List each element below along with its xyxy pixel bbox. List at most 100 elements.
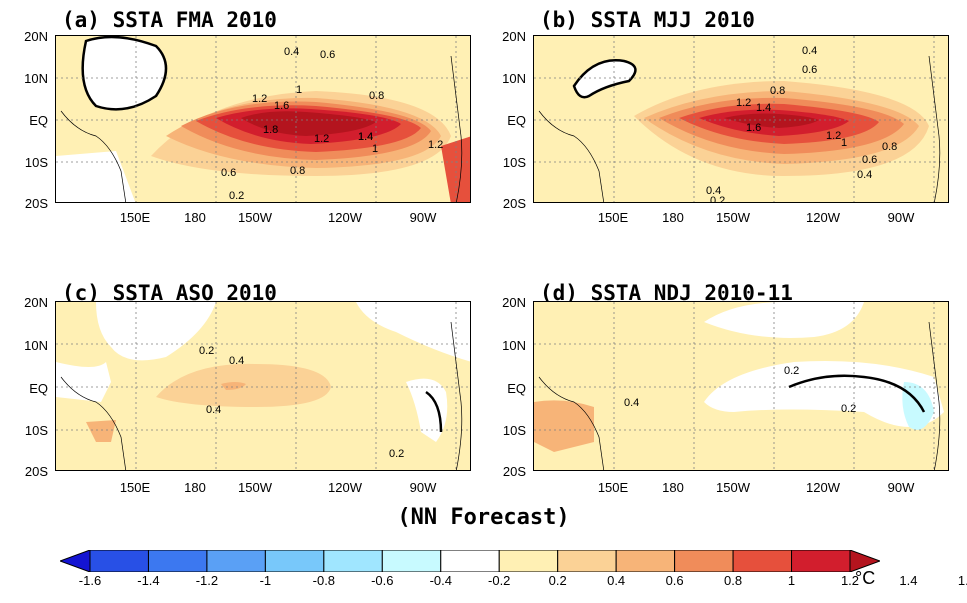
lat-label-d: 10N bbox=[502, 338, 526, 353]
contour-label: 0.6 bbox=[221, 167, 236, 179]
lat-label-c: 20N bbox=[24, 295, 48, 310]
forecast-caption: (NN Forecast) bbox=[397, 505, 570, 530]
contour-label: 1.2 bbox=[314, 133, 329, 145]
contour-label: 0.6 bbox=[320, 49, 335, 61]
lon-label-a: 180 bbox=[184, 210, 206, 225]
lon-label-d: 120W bbox=[806, 480, 840, 495]
contour-label: 0.2 bbox=[389, 448, 404, 460]
colorbar-svg bbox=[58, 549, 882, 573]
lon-label-b: 180 bbox=[662, 210, 684, 225]
colorbar-swatch bbox=[381, 549, 442, 573]
panel-title-a: (a) SSTA FMA 2010 bbox=[62, 8, 277, 32]
contour-label: 0.2 bbox=[784, 365, 799, 377]
colorbar-swatch bbox=[791, 549, 851, 573]
contour-label: 1.6 bbox=[274, 100, 289, 112]
map-panel-a: 0.4 0.6 1 0.8 1.2 1.4 1.6 1.8 1.2 1.4 1 … bbox=[55, 35, 471, 203]
contour-label: 0.2 bbox=[199, 345, 214, 357]
lon-label-c: 150W bbox=[238, 480, 272, 495]
colorbar-swatch bbox=[206, 549, 266, 573]
lon-label-b: 150E bbox=[597, 210, 629, 225]
lat-label-b: 20S bbox=[502, 196, 526, 211]
colorbar-tick-label: 0.6 bbox=[665, 573, 684, 588]
contour-label: 1 bbox=[372, 143, 378, 155]
lon-label-c: 180 bbox=[184, 480, 206, 495]
colorbar-swatch bbox=[264, 549, 325, 573]
contour-label: 0.8 bbox=[882, 141, 897, 153]
map-panel-b: 0.4 0.6 0.8 1.2 1.4 1.6 1.2 1 0.8 0.6 0.… bbox=[533, 35, 949, 203]
contour-label: 1.2 bbox=[428, 139, 443, 151]
colorbar-tick-label: -1.4 bbox=[137, 573, 160, 588]
panel-title-b: (b) SSTA MJJ 2010 bbox=[540, 8, 755, 32]
lat-label-a: 20N bbox=[24, 29, 48, 44]
colorbar-tick-label: -1 bbox=[259, 573, 272, 588]
colorbar-tick-label: -0.6 bbox=[371, 573, 394, 588]
lat-label-c: EQ bbox=[29, 381, 48, 396]
colorbar-swatch bbox=[674, 549, 734, 573]
contour-label: 0.8 bbox=[290, 165, 305, 177]
contour-label: 0.4 bbox=[706, 185, 721, 197]
colorbar-swatch bbox=[732, 549, 793, 573]
contour-label: 0.4 bbox=[857, 169, 872, 181]
contour-label: 1 bbox=[296, 84, 302, 96]
lat-label-c: 10N bbox=[24, 338, 48, 353]
lon-label-d: 180 bbox=[662, 480, 684, 495]
contour-label: 1.4 bbox=[358, 131, 373, 143]
contour-label: 0.4 bbox=[624, 397, 639, 409]
lat-label-a: EQ bbox=[29, 113, 48, 128]
lat-label-d: 20S bbox=[502, 464, 526, 479]
lat-label-a: 20S bbox=[24, 196, 48, 211]
contour-label: 0.6 bbox=[802, 64, 817, 76]
contour-label: 0.2 bbox=[229, 190, 244, 202]
contour-label: 0.8 bbox=[770, 85, 785, 97]
lon-label-d: 150W bbox=[716, 480, 750, 495]
map-panel-c: 0.2 0.4 0.4 0.2 bbox=[55, 301, 471, 471]
colorbar-swatch bbox=[849, 549, 882, 573]
contour-label: 0.4 bbox=[206, 404, 221, 416]
colorbar-tick-label: -1.2 bbox=[195, 573, 219, 588]
colorbar-tick-label: 0.8 bbox=[724, 573, 743, 588]
colorbar-tick-label: 1.4 bbox=[899, 573, 918, 588]
lon-label-c: 120W bbox=[328, 480, 362, 495]
contour-label: 0.4 bbox=[229, 355, 244, 367]
lat-label-d: 10S bbox=[502, 423, 526, 438]
contour-label: 1 bbox=[841, 137, 847, 149]
contour-label: 1.6 bbox=[746, 122, 761, 134]
contour-label: 0.2 bbox=[710, 195, 725, 203]
lat-label-d: 20N bbox=[502, 295, 526, 310]
colorbar-swatch bbox=[557, 549, 617, 573]
contour-label: 1.2 bbox=[252, 93, 267, 105]
lon-label-a: 90W bbox=[409, 210, 437, 225]
lat-label-c: 10S bbox=[24, 423, 48, 438]
colorbar-tick-label: -1.6 bbox=[78, 573, 102, 588]
colorbar-swatch bbox=[498, 549, 559, 573]
lon-label-a: 150W bbox=[238, 210, 272, 225]
colorbar-swatch bbox=[323, 549, 383, 573]
colorbar-swatch bbox=[440, 549, 500, 573]
map-panel-d: 0.2 0.4 0.2 bbox=[533, 301, 949, 471]
colorbar-tick-label: 1.2 bbox=[840, 573, 860, 588]
lon-label-b: 90W bbox=[887, 210, 915, 225]
lon-label-a: 120W bbox=[328, 210, 362, 225]
colorbar-tick-label: 0.2 bbox=[548, 573, 567, 588]
contour-label: 1.4 bbox=[756, 102, 771, 114]
contour-label: 0.8 bbox=[369, 90, 384, 102]
lon-label-c: 90W bbox=[409, 480, 437, 495]
lat-label-b: 10S bbox=[502, 155, 526, 170]
lat-label-c: 20S bbox=[24, 464, 48, 479]
contour-label: 0.4 bbox=[802, 45, 817, 57]
colorbar-tick-label: -0.2 bbox=[488, 573, 511, 588]
colorbar-swatch bbox=[58, 549, 91, 573]
lon-label-c: 150E bbox=[119, 480, 151, 495]
contour-label: 1.2 bbox=[826, 130, 841, 142]
colorbar-tick-label: -0.8 bbox=[312, 573, 336, 588]
lon-label-d: 150E bbox=[597, 480, 629, 495]
contour-label: 1.8 bbox=[263, 124, 278, 136]
colorbar-tick-label: -0.4 bbox=[429, 573, 452, 588]
contour-label: 1.4 bbox=[358, 131, 373, 143]
lat-label-d: EQ bbox=[507, 381, 526, 396]
colorbar bbox=[58, 549, 882, 573]
colorbar-swatch bbox=[89, 549, 149, 573]
colorbar-tick-label: 1.6 bbox=[957, 573, 967, 588]
colorbar-tick-label: 1 bbox=[787, 573, 796, 588]
colorbar-swatch bbox=[147, 549, 208, 573]
